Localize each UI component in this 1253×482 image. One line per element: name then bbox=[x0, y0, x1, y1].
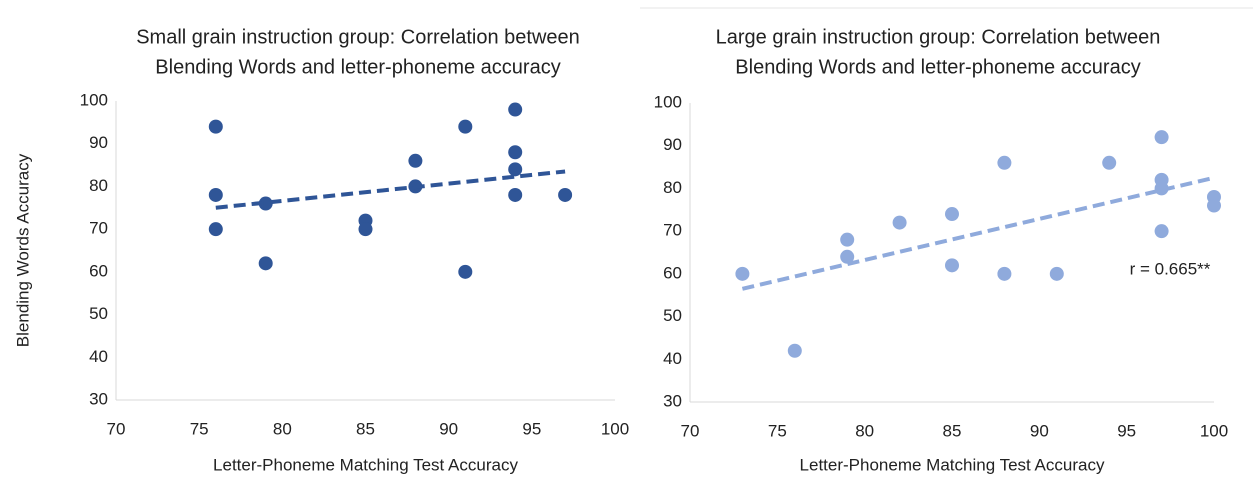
trendline bbox=[741, 175, 1215, 291]
point bbox=[735, 266, 750, 281]
point bbox=[358, 222, 373, 237]
x-tick-label: 75 bbox=[768, 421, 787, 440]
point bbox=[945, 207, 959, 222]
chart-title: Blending Words and letter-phoneme accura… bbox=[155, 56, 560, 78]
point bbox=[787, 343, 802, 358]
point bbox=[840, 232, 855, 247]
x-tick-label: 70 bbox=[681, 421, 700, 440]
x-tick-label: 80 bbox=[855, 421, 874, 440]
point bbox=[1154, 224, 1169, 239]
point bbox=[508, 162, 523, 177]
point bbox=[508, 187, 523, 202]
y-tick-label: 80 bbox=[89, 176, 108, 195]
y-tick-label: 70 bbox=[89, 219, 108, 238]
x-axis-label: Letter-Phoneme Matching Test Accuracy bbox=[800, 455, 1105, 474]
point bbox=[558, 187, 573, 202]
y-tick-label: 50 bbox=[663, 306, 682, 325]
point bbox=[1102, 155, 1117, 170]
point bbox=[945, 258, 959, 273]
y-axis-label: Blending Words Accuracy bbox=[13, 153, 32, 347]
point bbox=[1154, 130, 1169, 145]
point bbox=[208, 187, 223, 202]
point bbox=[892, 215, 907, 230]
point bbox=[258, 196, 273, 211]
y-tick-label: 80 bbox=[663, 178, 682, 197]
x-tick-label: 75 bbox=[190, 419, 209, 438]
point bbox=[508, 145, 523, 160]
point bbox=[458, 264, 473, 279]
point bbox=[997, 155, 1012, 170]
x-tick-label: 80 bbox=[273, 419, 292, 438]
y-tick-label: 100 bbox=[80, 90, 108, 109]
x-tick-label: 100 bbox=[1200, 421, 1228, 440]
x-tick-label: 90 bbox=[439, 419, 458, 438]
x-tick-label: 95 bbox=[1117, 421, 1136, 440]
y-tick-label: 90 bbox=[663, 135, 682, 154]
annotation: r = 0.665** bbox=[1130, 259, 1211, 278]
y-tick-label: 40 bbox=[89, 347, 108, 366]
chart-title: Large grain instruction group: Correlati… bbox=[716, 26, 1161, 48]
y-tick-label: 50 bbox=[89, 304, 108, 323]
y-tick-label: 90 bbox=[89, 133, 108, 152]
x-tick-label: 95 bbox=[522, 419, 541, 438]
y-tick-label: 60 bbox=[663, 263, 682, 282]
point bbox=[208, 119, 223, 134]
point bbox=[1049, 266, 1064, 281]
point bbox=[408, 153, 423, 168]
y-tick-label: 100 bbox=[654, 92, 682, 111]
y-tick-label: 30 bbox=[89, 389, 108, 408]
y-tick-label: 30 bbox=[663, 391, 682, 410]
point bbox=[208, 222, 223, 237]
point bbox=[458, 119, 473, 134]
point bbox=[508, 102, 523, 117]
x-axis-label: Letter-Phoneme Matching Test Accuracy bbox=[213, 455, 518, 474]
x-tick-label: 100 bbox=[601, 419, 629, 438]
x-tick-label: 70 bbox=[107, 419, 126, 438]
point bbox=[840, 249, 855, 264]
y-tick-label: 70 bbox=[663, 221, 682, 240]
x-tick-label: 85 bbox=[356, 419, 375, 438]
chart-title: Small grain instruction group: Correlati… bbox=[136, 26, 580, 48]
chart-title: Blending Words and letter-phoneme accura… bbox=[735, 56, 1140, 78]
point bbox=[997, 266, 1012, 281]
trendline bbox=[215, 169, 566, 210]
point bbox=[1154, 181, 1169, 196]
y-tick-label: 60 bbox=[89, 261, 108, 280]
x-tick-label: 90 bbox=[1030, 421, 1049, 440]
point bbox=[1207, 198, 1221, 213]
point bbox=[258, 256, 273, 271]
x-tick-label: 85 bbox=[943, 421, 962, 440]
y-tick-label: 40 bbox=[663, 349, 682, 368]
